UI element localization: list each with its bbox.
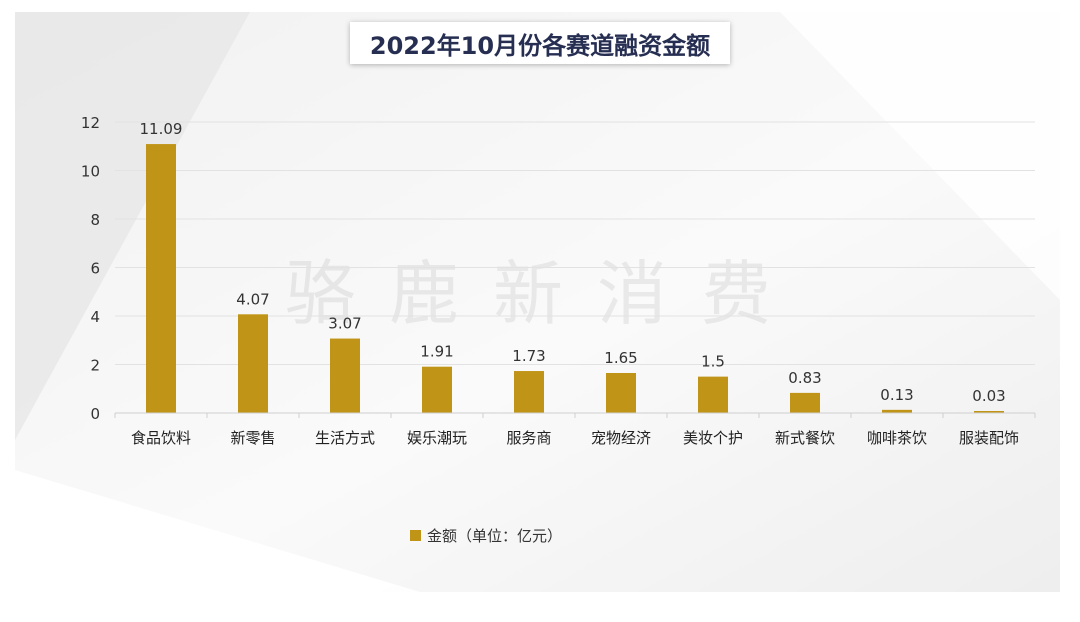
bar-value-label: 1.65 bbox=[604, 349, 637, 367]
bar-value-label: 1.5 bbox=[701, 353, 725, 371]
bar-value-label: 1.91 bbox=[420, 343, 453, 361]
y-tick-label: 2 bbox=[90, 357, 100, 375]
bar-value-label: 1.73 bbox=[512, 347, 545, 365]
y-tick-label: 8 bbox=[90, 211, 100, 229]
legend-swatch bbox=[410, 530, 421, 541]
x-category-label: 宠物经济 bbox=[591, 429, 651, 447]
y-axis: 0 2 4 6 8 10 12 bbox=[81, 114, 100, 423]
x-category-label: 新式餐饮 bbox=[775, 429, 835, 447]
x-category-label: 新零售 bbox=[230, 429, 275, 447]
watermark: 骆鹿新消费 bbox=[285, 253, 805, 335]
y-tick-label: 4 bbox=[90, 308, 100, 326]
x-category-label: 咖啡茶饮 bbox=[867, 429, 927, 447]
y-tick-label: 12 bbox=[81, 114, 100, 132]
bar bbox=[974, 411, 1004, 413]
bars: 11.09 4.07 3.07 1.91 1.73 1.65 1.5 0.83 0.13 0.03 bbox=[140, 120, 1006, 413]
legend: 金额（单位：亿元） bbox=[410, 525, 562, 546]
bar bbox=[698, 376, 728, 413]
bar bbox=[330, 338, 360, 413]
gridlines bbox=[115, 121, 1035, 365]
bar bbox=[422, 366, 452, 413]
y-tick-label: 10 bbox=[81, 163, 100, 181]
bar bbox=[146, 144, 176, 413]
x-category-label: 生活方式 bbox=[315, 429, 375, 447]
bar-value-label: 0.83 bbox=[788, 369, 821, 387]
bar-value-label: 0.03 bbox=[972, 387, 1005, 405]
bar bbox=[882, 409, 912, 413]
x-category-label: 服务商 bbox=[506, 429, 551, 447]
bar bbox=[514, 371, 544, 413]
y-tick-label: 0 bbox=[90, 405, 100, 423]
bar bbox=[606, 372, 636, 413]
chart-title-box: 2022年10月份各赛道融资金额 bbox=[350, 22, 730, 64]
x-category-label: 服装配饰 bbox=[959, 429, 1019, 447]
x-category-label: 食品饮料 bbox=[131, 429, 191, 447]
bar-value-label: 11.09 bbox=[140, 120, 183, 138]
bar-value-label: 0.13 bbox=[880, 386, 913, 404]
x-category-label: 娱乐潮玩 bbox=[407, 429, 467, 447]
legend-label: 金额（单位：亿元） bbox=[427, 527, 563, 545]
y-tick-label: 6 bbox=[90, 260, 100, 278]
bar bbox=[790, 392, 820, 413]
x-category-label: 美妆个护 bbox=[683, 429, 743, 447]
bar bbox=[238, 314, 268, 413]
bar-value-label: 3.07 bbox=[328, 315, 361, 333]
x-axis: 食品饮料 新零售 生活方式 娱乐潮玩 服务商 宠物经济 美妆个护 新式餐饮 咖啡茶饮 服装配饰 bbox=[114, 412, 1036, 447]
chart-title: 2022年10月份各赛道融资金额 bbox=[369, 31, 711, 60]
bar-value-label: 4.07 bbox=[236, 290, 269, 308]
